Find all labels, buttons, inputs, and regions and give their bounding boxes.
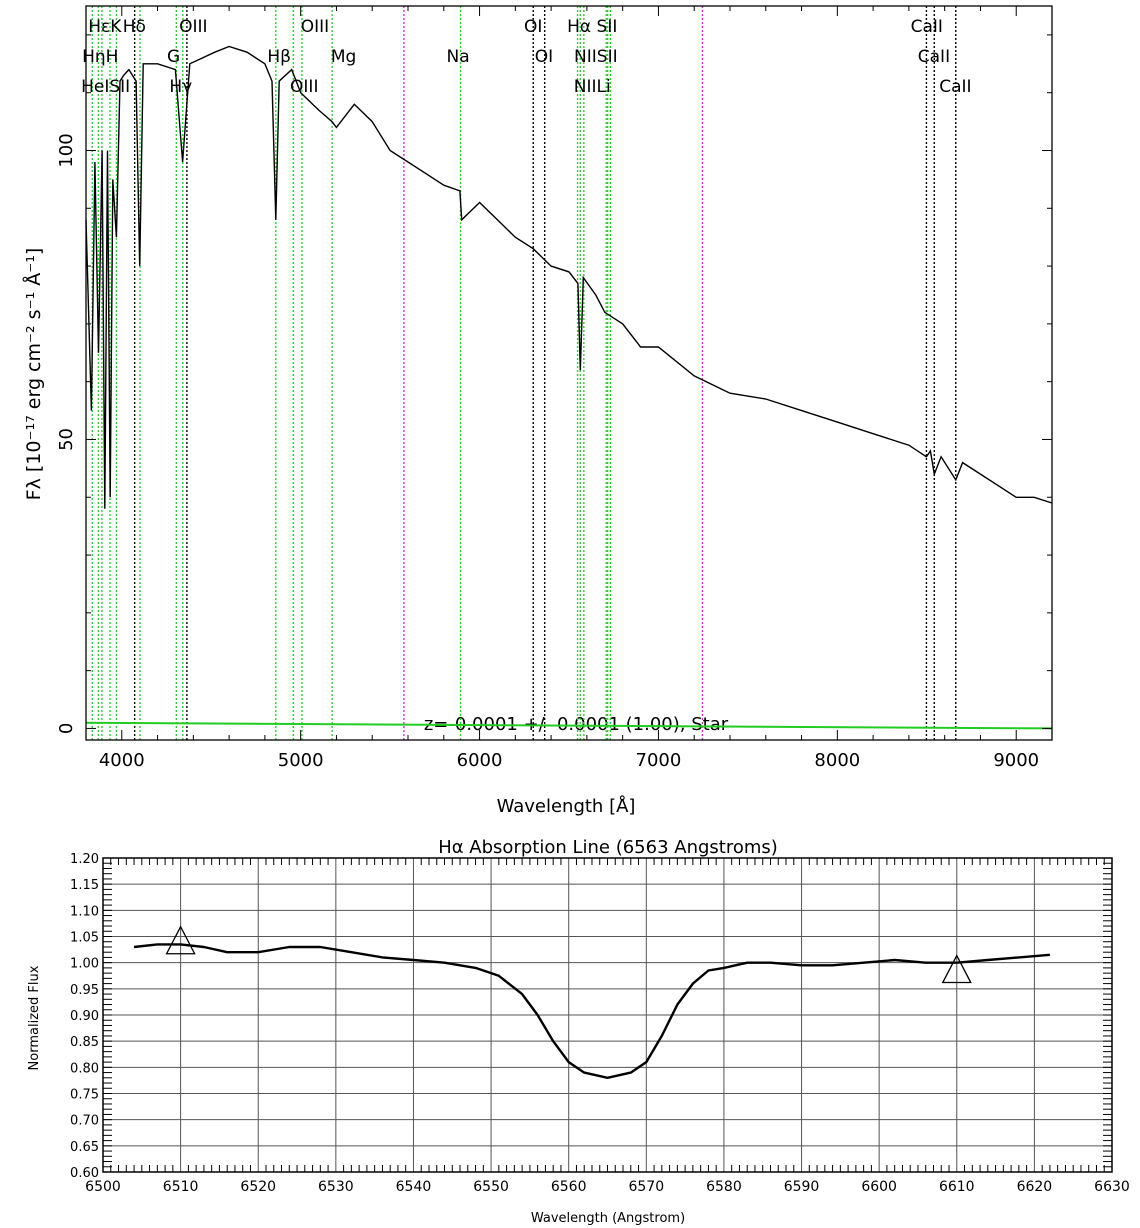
y-tick-label: 0.90 [70, 1009, 99, 1024]
y-tick-label: 0.85 [70, 1035, 99, 1050]
top-y-axis-title: Fλ [10⁻¹⁷ erg cm⁻² s⁻¹ Å⁻¹] [22, 248, 45, 501]
x-tick-label: 6520 [240, 1179, 276, 1195]
flux-error-line [85, 721, 1053, 730]
x-tick-label: 6500 [85, 1179, 121, 1195]
spectral-line-label: NIILi [574, 77, 611, 97]
y-tick-label: 1.20 [70, 852, 99, 867]
x-tick-label: 5000 [278, 750, 324, 771]
x-tick-label: 6600 [861, 1179, 897, 1195]
spectrum-flux-line [85, 45, 1053, 509]
spectral-line-label: Na [447, 47, 470, 67]
spectral-line-label: HεK [88, 17, 122, 37]
x-tick-label: 8000 [814, 750, 860, 771]
spectral-line-label: Hγ [169, 77, 192, 97]
continuum-marker [165, 925, 196, 955]
top-spectrum-plot: 4000 5000 6000 7000 8000 9000 0 50 100 HεK Hδ OIII O… [56, 5, 1053, 771]
y-tick-label: 0.70 [70, 1114, 99, 1129]
y-tick-label: 100 [56, 133, 77, 167]
y-tick-label: 50 [56, 428, 77, 451]
bottom-x-axis-title: Wavelength (Angstrom) [531, 1211, 685, 1226]
x-tick-label: 6610 [939, 1179, 975, 1195]
spectral-line-label: Hβ [267, 47, 291, 67]
bottom-y-axis-title: Normalized Flux [27, 965, 42, 1070]
spectral-line-label: OIII [301, 17, 329, 37]
spectral-line-label: NIISII [574, 47, 618, 67]
continuum-marker [941, 954, 972, 984]
spectral-line-label: Hα SII [567, 17, 617, 37]
y-tick-label: 0.75 [70, 1088, 99, 1103]
y-tick-label: 1.05 [70, 931, 99, 946]
x-tick-label: 6540 [396, 1179, 432, 1195]
spectral-line-label: OI [524, 17, 542, 37]
bottom-plot-frame [102, 857, 1113, 1173]
spectral-line-label: CaII [939, 77, 971, 97]
x-tick-label: 6510 [163, 1179, 199, 1195]
y-tick-label: 0.65 [70, 1140, 99, 1155]
x-tick-label: 6580 [706, 1179, 742, 1195]
y-tick-label: 0.95 [70, 983, 99, 998]
x-tick-label: 9000 [993, 750, 1039, 771]
spectral-line-label: CaII [918, 47, 950, 67]
y-tick-label: 0.80 [70, 1061, 99, 1076]
spectral-line-label: HηH [82, 47, 118, 67]
spectral-line-label: CaII [911, 17, 943, 37]
x-tick-label: 7000 [636, 750, 682, 771]
x-tick-label: 6530 [318, 1179, 354, 1195]
x-tick-label: 6620 [1017, 1179, 1053, 1195]
top-plot-frame [85, 5, 1053, 741]
spectral-line-label: G [167, 47, 180, 67]
x-tick-label: 6590 [784, 1179, 820, 1195]
x-tick-label: 6000 [457, 750, 503, 771]
spectral-line-label: OIII [290, 77, 318, 97]
spectral-line-label: HeISII [81, 77, 130, 97]
x-tick-label: 6550 [473, 1179, 509, 1195]
spectral-line-label: Mg [331, 47, 356, 67]
y-tick-label: 0.60 [70, 1166, 99, 1181]
x-tick-label: 6570 [628, 1179, 664, 1195]
bottom-chart-title: Hα Absorption Line (6563 Angstroms) [438, 837, 778, 858]
bottom-halpha-plot: 6500 6510 6520 6530 6540 6550 6560 6570 6580 6590… [70, 852, 1130, 1195]
x-tick-label: 6630 [1094, 1179, 1130, 1195]
spectral-line-label: Hδ [123, 17, 146, 37]
top-annotation: z=-0.0001 +/- 0.0001 (1.00), Star [424, 714, 729, 735]
x-tick-label: 4000 [99, 750, 145, 771]
spectral-line-label: OIII [179, 17, 207, 37]
top-x-axis-title: Wavelength [Å] [497, 795, 636, 817]
y-tick-label: 0 [56, 723, 77, 734]
y-tick-label: 1.00 [70, 957, 99, 972]
y-tick-label: 1.15 [70, 878, 99, 893]
spectral-line-label: OI [535, 47, 553, 67]
x-tick-label: 6560 [551, 1179, 587, 1195]
normalized-flux-line [133, 943, 1051, 1080]
y-tick-label: 1.10 [70, 904, 99, 919]
